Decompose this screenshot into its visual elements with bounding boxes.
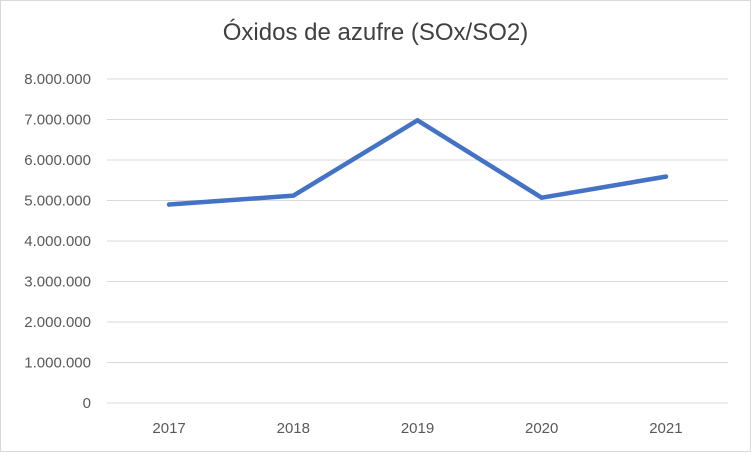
series-line	[166, 118, 669, 207]
data-point	[539, 195, 544, 200]
y-tick-label: 7.000.000	[24, 112, 91, 129]
y-tick-label: 5.000.000	[24, 193, 91, 210]
y-tick-label: 1.000.000	[24, 355, 91, 372]
x-tick-label: 2018	[277, 420, 310, 437]
data-point	[415, 118, 420, 123]
data-point	[291, 193, 296, 198]
chart-title: Óxidos de azufre (SOx/SO2)	[222, 19, 529, 46]
y-tick-label: 6.000.000	[24, 152, 91, 169]
x-tick-label: 2020	[525, 420, 558, 437]
y-tick-label: 2.000.000	[24, 314, 91, 331]
x-tick-label: 2017	[152, 420, 185, 437]
y-tick-label: 8.000.000	[24, 71, 91, 88]
y-tick-label: 4.000.000	[24, 233, 91, 250]
data-point	[166, 202, 172, 207]
data-point	[663, 174, 669, 179]
x-tick-label: 2021	[649, 420, 682, 437]
y-tick-label: 3.000.000	[24, 274, 91, 291]
x-tick-label: 2019	[401, 420, 434, 437]
y-tick-label: 0	[83, 395, 91, 412]
